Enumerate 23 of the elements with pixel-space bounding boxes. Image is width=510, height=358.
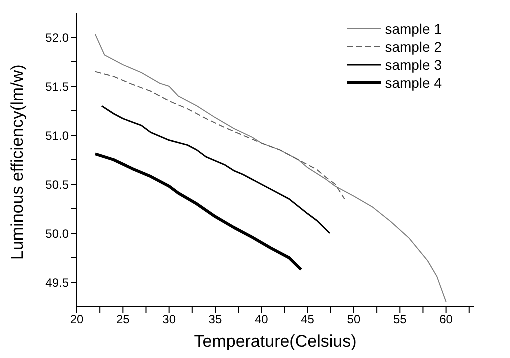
x-tick-label: 50 xyxy=(347,312,361,327)
x-tick-label: 55 xyxy=(393,312,408,327)
y-tick-label: 51.5 xyxy=(46,80,70,94)
x-tick-label: 60 xyxy=(440,312,454,327)
line-series xyxy=(101,105,331,234)
y-tick-label: 50.5 xyxy=(46,178,70,192)
line-series xyxy=(94,152,303,272)
x-tick-label: 35 xyxy=(208,312,222,327)
line-series xyxy=(94,71,346,200)
x-tick-label: 30 xyxy=(162,312,176,327)
y-tick-label: 52.0 xyxy=(46,30,70,45)
legend-label: sample 1 xyxy=(385,21,442,37)
x-tick-label: 40 xyxy=(254,312,269,327)
legend-label: sample 4 xyxy=(385,75,442,91)
y-tick-label: 49.5 xyxy=(46,276,70,290)
x-tick-label: 45 xyxy=(301,312,315,327)
legend-label: sample 2 xyxy=(385,39,442,55)
x-tick-label: 20 xyxy=(70,312,84,327)
legend-label: sample 3 xyxy=(385,57,442,73)
y-tick-label: 50.0 xyxy=(46,226,70,241)
y-tick-label: 51.0 xyxy=(46,128,70,143)
y-axis-title: Luminous efficiency(lm/w) xyxy=(8,64,28,260)
x-tick-label: 25 xyxy=(116,312,130,327)
